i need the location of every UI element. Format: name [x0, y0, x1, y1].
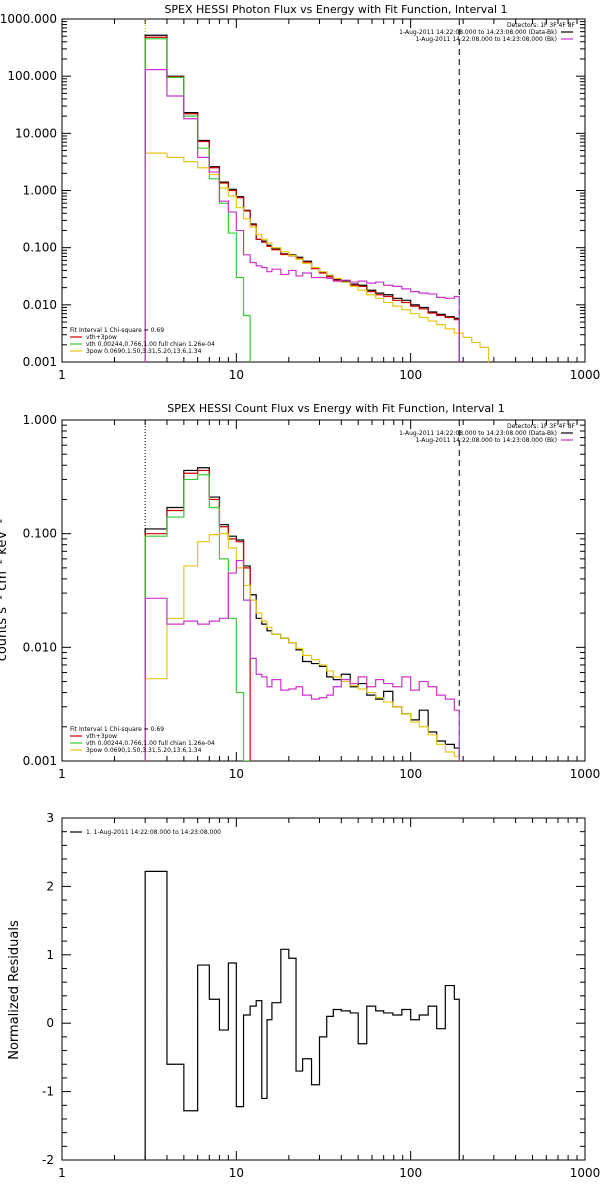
- y-tick-label: -2: [42, 1153, 54, 1167]
- x-tick-label: 1000: [570, 368, 600, 382]
- photon-flux-plot-area: 1 10 100 1000 0.001 0.010 0.100 1.000 10.000 100.…: [0, 12, 600, 382]
- count-flux-y-label: counts s⁻¹ cm⁻² keV⁻¹: [0, 519, 10, 662]
- series-line-3: [144, 533, 460, 761]
- plot-frame: [61, 419, 586, 762]
- y-tick-label: -1: [42, 1085, 54, 1099]
- y-tick-label: 100.000: [7, 69, 57, 83]
- series-line-0: [144, 870, 460, 1160]
- y-tick-label: 3: [46, 811, 54, 825]
- y-tick-label: 1.000: [23, 184, 57, 198]
- x-tick-label: 100: [399, 767, 422, 781]
- y-tick-label: 0.010: [23, 298, 57, 312]
- x-tick-label: 1: [58, 1166, 66, 1180]
- series-group: [144, 34, 490, 362]
- legend-detectors: Detectors: 1F 3F 4F 8F: [507, 423, 576, 430]
- y-tick-label: 0.100: [23, 241, 57, 255]
- y-tick-label: 0: [46, 1016, 54, 1030]
- legend-fit-header: Fit Interval 1 Chi-square = 0.69: [70, 726, 164, 733]
- series-line-4: [144, 69, 460, 362]
- photon-flux-panel: SPEX HESSI Photon Flux vs Energy with Fi…: [0, 3, 600, 382]
- x-tick-label: 100: [399, 1166, 422, 1180]
- y-tick-label: 0.010: [23, 640, 57, 654]
- legend-detectors: Detectors: 1F 3F 4F 8F: [507, 22, 576, 29]
- x-tick-label: 10: [229, 368, 244, 382]
- x-tick-label: 10: [229, 1166, 244, 1180]
- legend-entry-text: 3pow 0.0690,1.50,3.31,5.20,13.6,1.34: [86, 348, 202, 355]
- x-tick-label: 100: [399, 368, 422, 382]
- count-flux-title: SPEX HESSI Count Flux vs Energy with Fit…: [167, 402, 504, 415]
- y-tick-label: 1.000: [23, 413, 57, 427]
- y-tick-label: 10.000: [15, 126, 57, 140]
- legend-entry-text: 1-Aug-2011 14:22:08.000 to 14:23:08.000 …: [415, 437, 557, 444]
- series-group: [144, 870, 460, 1160]
- legend-fit-header: Fit Interval 1 Chi-square = 0.69: [70, 327, 164, 334]
- x-tick-label: 10: [229, 767, 244, 781]
- plot-frame: [61, 18, 586, 363]
- series-line-2: [144, 38, 251, 362]
- series-group: [144, 467, 460, 761]
- residuals-panel: Normalized Residuals 1 10 100 1000-2-101231…: [7, 811, 600, 1180]
- legend-entry-text: vth 0.00244,0.766,1.00 full chian 1.26e-…: [86, 341, 215, 348]
- legend-entry-text: vth+3pow: [86, 334, 117, 341]
- series-line-1: [144, 469, 251, 761]
- series-line-2: [144, 474, 251, 761]
- legend-entry-text: 3pow 0.0690,1.50,3.31,5.20,13.6,1.34: [86, 747, 202, 754]
- y-tick-label: 1: [46, 948, 54, 962]
- residuals-y-label: Normalized Residuals: [7, 920, 22, 1060]
- count-flux-panel: SPEX HESSI Count Flux vs Energy with Fit…: [0, 402, 600, 781]
- x-tick-label: 1000: [570, 767, 600, 781]
- count-flux-plot-area: 1 10 100 1000 0.001 0.010 0.100 1.000 Detectors:…: [23, 413, 600, 781]
- residuals-plot-area: 1 10 100 1000 -2 -1 0 1 2 3 1. 1-Aug-2011 14:22:08…: [42, 811, 600, 1180]
- x-tick-label: 1000: [570, 1166, 600, 1180]
- y-tick-label: 1000.000: [0, 12, 57, 26]
- legend-entry-text: 1. 1-Aug-2011 14:22:08.000 to 14:23:08.0…: [86, 829, 221, 836]
- x-tick-label: 1: [58, 368, 66, 382]
- y-tick-label: 0.001: [23, 754, 57, 768]
- legend-entry-text: vth+3pow: [86, 733, 117, 740]
- photon-flux-title: SPEX HESSI Photon Flux vs Energy with Fi…: [164, 3, 507, 16]
- series-line-4: [144, 559, 460, 761]
- y-tick-label: 0.001: [23, 355, 57, 369]
- series-line-0: [144, 34, 460, 362]
- plot-frame: [61, 817, 586, 1161]
- legend-entry-text: 1-Aug-2011 14:22:08.000 to 14:23:08.000 …: [399, 430, 557, 437]
- series-line-0: [144, 467, 460, 761]
- legend-entry-text: 1-Aug-2011 14:22:08.000 to 14:23:08.000 …: [399, 29, 557, 36]
- x-tick-label: 1: [58, 767, 66, 781]
- y-tick-label: 0.100: [23, 527, 57, 541]
- series-line-3: [144, 152, 490, 362]
- legend-entry-text: vth 0.00244,0.766,1.00 full chian 1.26e-…: [86, 740, 215, 747]
- legend-entry-text: 1-Aug-2011 14:22:08.000 to 14:23:08.000 …: [415, 36, 557, 43]
- y-tick-label: 2: [46, 879, 54, 893]
